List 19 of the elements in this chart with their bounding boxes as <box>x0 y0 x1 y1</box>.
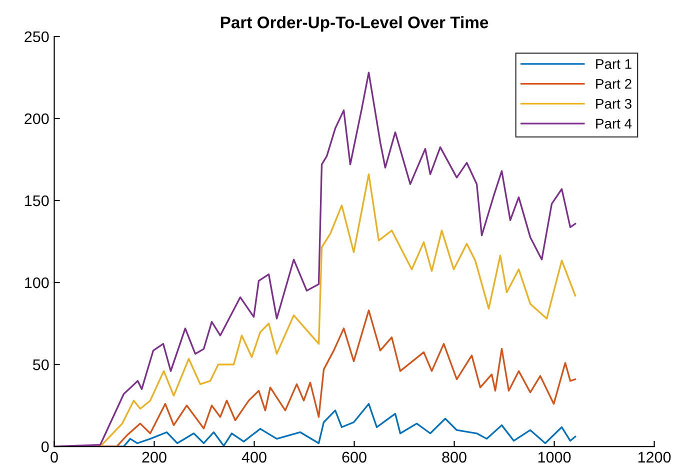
y-tick-label: 150 <box>25 195 49 206</box>
chart-title: Part Order-Up-To-Level Over Time <box>220 16 488 32</box>
y-tick-label: 200 <box>24 113 49 124</box>
x-tick-label: 200 <box>142 452 166 463</box>
x-tick-label: 1200 <box>638 452 671 463</box>
line-series <box>54 72 576 447</box>
legend-label: Part 1 <box>596 59 632 69</box>
y-tick-label: 0 <box>41 441 49 452</box>
x-tick-label: 800 <box>442 452 466 463</box>
legend-label: Part 3 <box>596 98 632 109</box>
x-tick-label: 400 <box>242 452 266 463</box>
y-tick-label: 250 <box>24 31 49 42</box>
legend-label: Part 4 <box>596 118 632 129</box>
x-tick-label: 0 <box>50 452 58 463</box>
y-tick-label: 50 <box>33 359 49 370</box>
x-tick-label: 1000 <box>538 452 571 463</box>
y-tick-label: 100 <box>25 277 49 288</box>
x-tick-label: 600 <box>342 452 366 463</box>
legend-label: Part 2 <box>596 78 632 89</box>
